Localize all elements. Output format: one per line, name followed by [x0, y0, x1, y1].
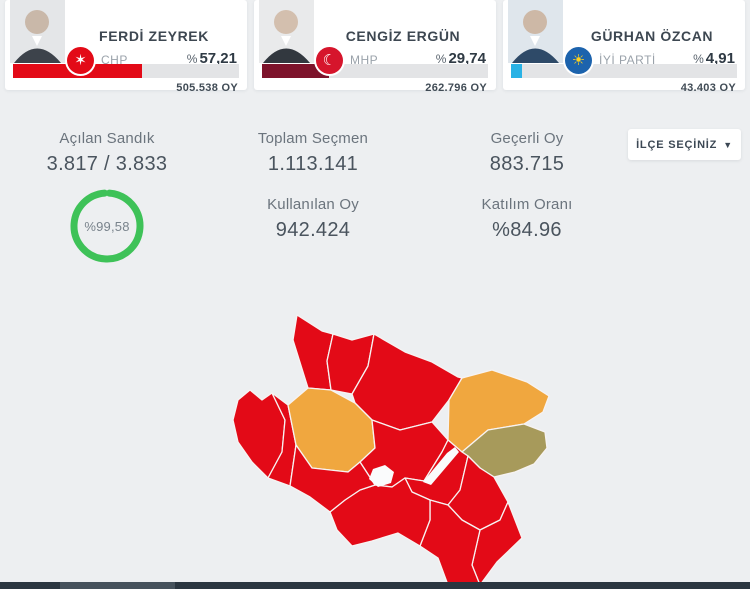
vote-bar-track — [13, 64, 239, 78]
stat-valid-votes: Geçerli Oy 883.715 — [432, 130, 622, 176]
vote-percentage: % 29,74 — [435, 50, 486, 67]
candidate-photo — [10, 0, 65, 63]
candidate-card-2: CENGİZ ERGÜN ☾ MHP % 29,74 262.796 OY — [254, 0, 496, 94]
stat-used-votes: Kullanılan Oy 942.424 — [218, 196, 408, 242]
candidate-cards-row: FERDİ ZEYREK ✶ CHP % 57,21 505.538 OY CEN… — [0, 0, 750, 94]
vote-count: 505.538 OY — [176, 82, 238, 94]
vote-percentage: % 57,21 — [186, 50, 237, 67]
horizontal-scrollbar[interactable] — [0, 582, 750, 589]
candidate-photo — [259, 0, 314, 63]
vote-bar-fill — [262, 64, 330, 78]
vote-bar-track — [511, 64, 737, 78]
lake-round — [369, 465, 394, 487]
chp-party-logo-icon: ✶ — [67, 47, 94, 74]
lake-sliver — [423, 447, 459, 485]
scrollbar-thumb[interactable] — [60, 582, 175, 589]
stat-label: Katılım Oranı — [481, 196, 573, 213]
ballot-box-progress-ring: %99,58 — [69, 188, 145, 264]
iyi-party-logo-icon: ☀ — [565, 47, 592, 74]
stat-value: 942.424 — [275, 219, 351, 241]
stat-value: %84.96 — [492, 219, 562, 241]
stat-label: Toplam Seçmen — [257, 130, 369, 147]
vote-count: 262.796 OY — [425, 82, 487, 94]
stat-turnout-rate: Katılım Oranı %84.96 — [432, 196, 622, 242]
candidate-photo — [508, 0, 563, 63]
vote-bar-track — [262, 64, 488, 78]
stat-opened-ballot-boxes: Açılan Sandık 3.817 / 3.833 — [12, 130, 202, 176]
province-district-map[interactable] — [228, 306, 553, 589]
party-name: CHP — [101, 53, 128, 67]
candidate-name: CENGİZ ERGÜN — [345, 28, 461, 44]
candidate-name: GÜRHAN ÖZCAN — [590, 28, 714, 44]
party-name: MHP — [350, 53, 379, 67]
ring-percentage-text: %99,58 — [84, 218, 130, 234]
dropdown-label: İLÇE SEÇİNİZ — [636, 138, 718, 151]
mhp-party-logo-icon: ☾ — [316, 47, 343, 74]
district-select-dropdown[interactable]: İLÇE SEÇİNİZ ▼ — [628, 129, 741, 160]
vote-count: 43.403 OY — [680, 82, 736, 94]
candidate-name: FERDİ ZEYREK — [99, 28, 209, 44]
stat-total-voters: Toplam Seçmen 1.113.141 — [218, 130, 408, 176]
district-nw-1[interactable] — [292, 314, 334, 391]
vote-percentage: % 4,91 — [693, 50, 735, 67]
candidate-card-1: FERDİ ZEYREK ✶ CHP % 57,21 505.538 OY — [5, 0, 247, 94]
chevron-down-icon: ▼ — [723, 139, 733, 150]
vote-bar-fill — [511, 64, 523, 78]
stat-value: 883.715 — [489, 153, 565, 175]
stat-value: 3.817 / 3.833 — [46, 153, 168, 175]
stat-value: 1.113.141 — [267, 153, 359, 175]
party-name: İYİ PARTİ — [599, 53, 656, 67]
stat-label: Açılan Sandık — [59, 130, 155, 147]
candidate-card-3: GÜRHAN ÖZCAN ☀ İYİ PARTİ % 4,91 43.403 OY — [503, 0, 745, 94]
stat-label: Kullanılan Oy — [267, 196, 359, 213]
district-south-west[interactable] — [289, 444, 376, 513]
stat-label: Geçerli Oy — [490, 130, 564, 147]
